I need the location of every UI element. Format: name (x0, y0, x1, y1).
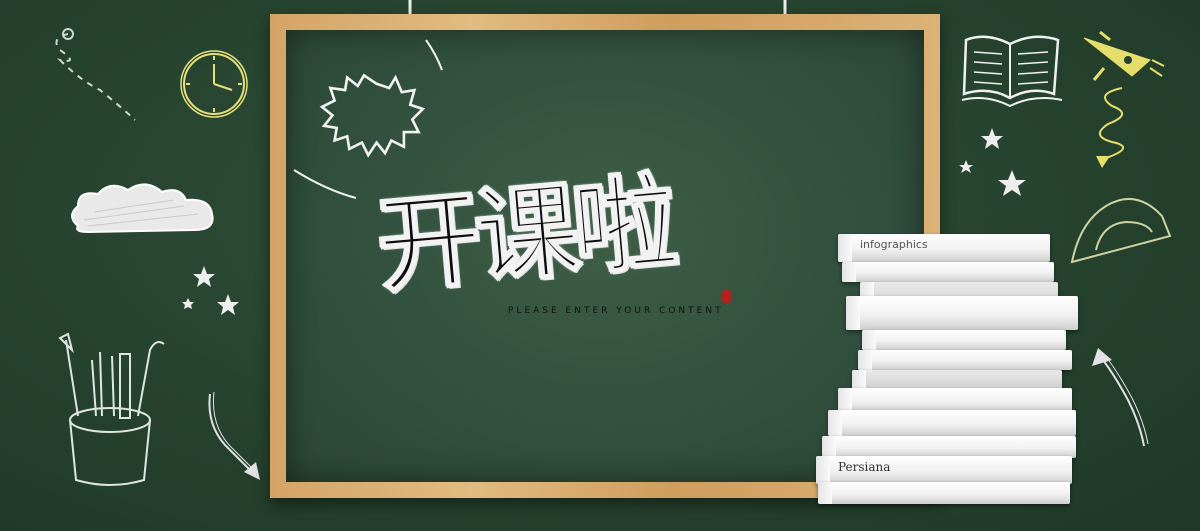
clock-icon (180, 50, 248, 118)
book (818, 482, 1070, 504)
book (858, 350, 1072, 370)
protractor-icon (1070, 198, 1172, 264)
dotted-path-icon (55, 28, 136, 121)
open-book-icon (961, 35, 1063, 108)
book-title: Persiana (838, 460, 891, 474)
rocket-icon (1083, 30, 1165, 81)
book (852, 370, 1062, 390)
star-icon (182, 266, 239, 315)
red-seal (722, 290, 731, 303)
book-title: infographics (860, 238, 928, 251)
speech-bubble-icon (293, 39, 443, 199)
book (862, 330, 1066, 350)
chalkboard (286, 30, 924, 482)
pencil-cup-icon (58, 332, 165, 486)
book (838, 388, 1072, 412)
cloud-icon (71, 183, 214, 234)
arrow-icon (1092, 348, 1149, 447)
book (822, 436, 1076, 458)
curly-arrow-icon (1096, 87, 1124, 168)
book: Persiana (816, 456, 1072, 484)
book (828, 410, 1076, 436)
book: infographics (838, 234, 1050, 262)
page-subtitle: PLEASE ENTER YOUR CONTENT (508, 306, 724, 316)
book (846, 296, 1078, 330)
arrow-icon (208, 391, 260, 480)
book (842, 262, 1054, 282)
star-icon (959, 128, 1026, 196)
